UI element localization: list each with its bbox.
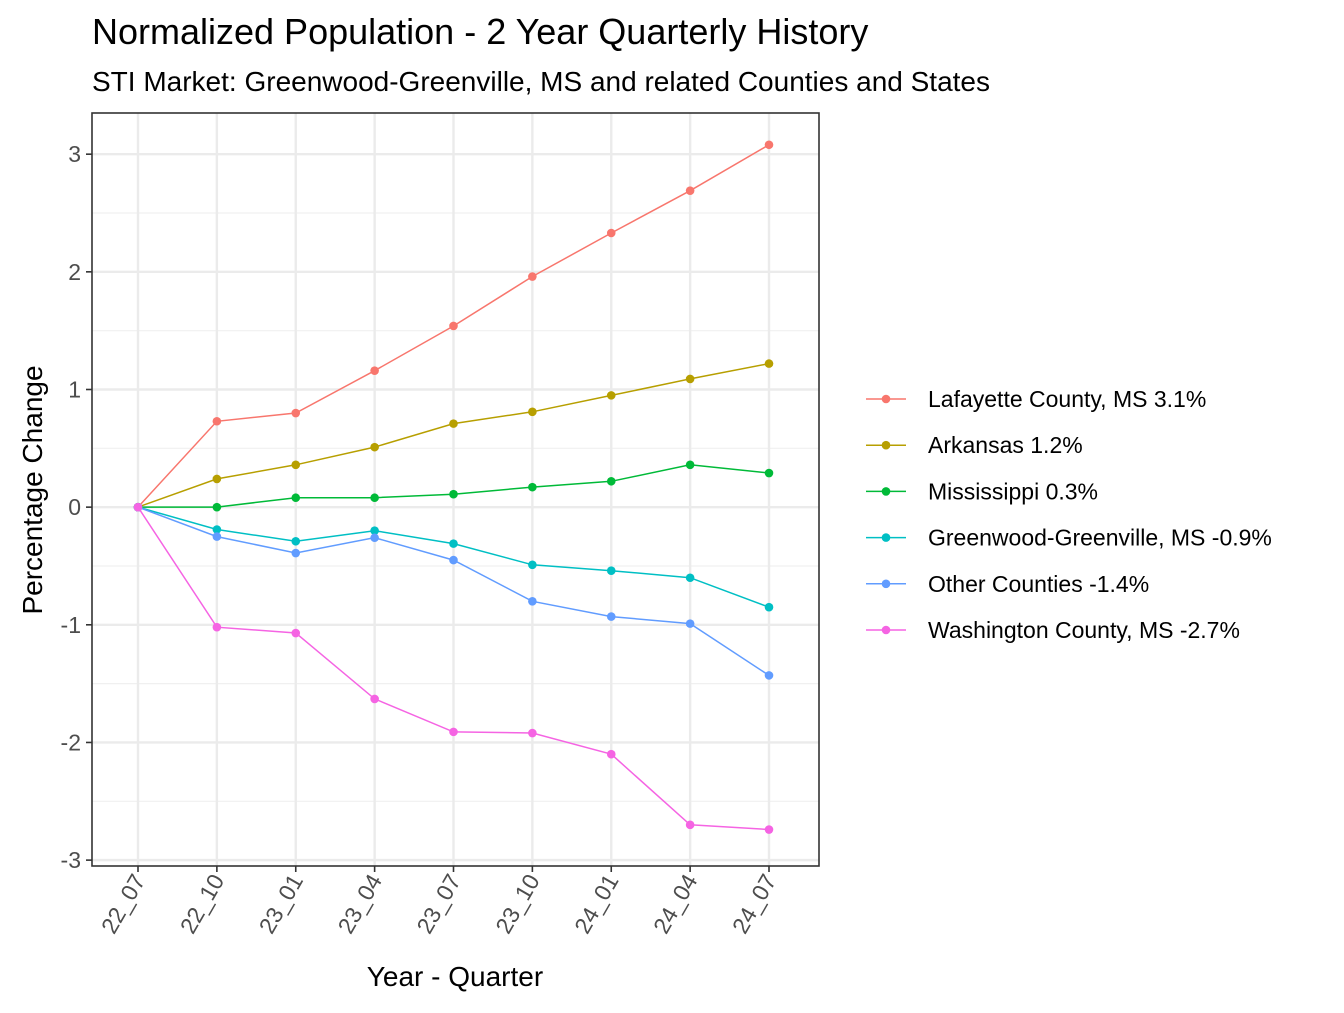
data-point <box>528 407 537 417</box>
data-point <box>764 825 774 834</box>
data-point <box>212 622 222 632</box>
x-tick-label: 24_01 <box>569 870 624 938</box>
data-point <box>291 536 301 546</box>
x-tick-label: 23_07 <box>411 870 466 938</box>
data-point <box>449 555 458 565</box>
legend-label: Mississippi 0.3% <box>928 478 1098 504</box>
data-point <box>606 228 616 238</box>
data-point <box>133 502 143 512</box>
data-point <box>685 460 695 470</box>
data-point <box>212 502 222 512</box>
legend-item: Washington County, MS -2.7% <box>866 617 1240 643</box>
series-layer <box>133 140 774 834</box>
data-point <box>370 533 379 543</box>
data-point <box>449 419 458 428</box>
data-point <box>291 493 301 503</box>
gridlines <box>92 113 819 866</box>
y-tick-label: -3 <box>61 847 81 873</box>
data-point <box>764 359 774 368</box>
data-point <box>370 366 379 375</box>
series-6 <box>133 502 774 834</box>
data-point <box>764 468 774 478</box>
legend-key-point <box>881 579 891 589</box>
x-tick-label: 22_10 <box>175 870 230 938</box>
x-tick-label: 23_01 <box>254 870 309 938</box>
data-point <box>212 416 222 426</box>
data-point <box>685 820 695 830</box>
legend-item: Arkansas 1.2% <box>866 432 1083 458</box>
legend-label: Arkansas 1.2% <box>928 432 1083 458</box>
data-point <box>764 671 774 680</box>
y-tick-label: 3 <box>68 141 81 167</box>
data-point <box>764 602 774 612</box>
chart-title: Normalized Population - 2 Year Quarterly… <box>92 11 868 52</box>
data-point <box>212 474 222 484</box>
data-point <box>370 694 379 704</box>
x-tick-label: 23_04 <box>332 869 387 938</box>
data-point <box>528 728 537 738</box>
data-point <box>528 560 537 570</box>
chart-subtitle: STI Market: Greenwood-Greenville, MS and… <box>92 66 990 97</box>
plot-background <box>92 113 819 866</box>
y-tick-label: 2 <box>68 259 81 285</box>
data-point <box>528 482 537 492</box>
data-point <box>291 628 301 638</box>
legend-label: Greenwood-Greenville, MS -0.9% <box>928 525 1272 551</box>
x-tick-label: 23_10 <box>490 870 545 938</box>
y-axis-title: Percentage Change <box>17 365 48 614</box>
plot-frame <box>91 112 820 867</box>
legend-label: Lafayette County, MS 3.1% <box>928 386 1206 412</box>
legend: Lafayette County, MS 3.1% Arkansas 1.2% Mi… <box>866 386 1272 643</box>
legend-item: Mississippi 0.3% <box>866 478 1098 504</box>
data-point <box>528 596 537 606</box>
legend-item: Lafayette County, MS 3.1% <box>866 386 1206 412</box>
data-point <box>291 460 301 470</box>
data-point <box>685 186 695 195</box>
data-point <box>528 272 537 281</box>
y-tick-label: 0 <box>68 494 81 520</box>
data-point <box>370 442 379 452</box>
data-point <box>212 525 222 534</box>
data-point <box>764 140 774 150</box>
data-point <box>606 749 616 759</box>
data-point <box>685 619 695 628</box>
y-tick-label: 1 <box>68 376 81 402</box>
data-point <box>370 493 379 503</box>
data-point <box>685 573 695 583</box>
data-point <box>606 612 616 621</box>
data-point <box>606 566 616 575</box>
data-point <box>291 548 301 558</box>
data-point <box>449 539 458 548</box>
panel-border <box>91 112 820 867</box>
x-tick-label: 24_07 <box>727 870 782 938</box>
legend-key-point <box>881 533 891 542</box>
y-tick-label: -1 <box>61 612 81 638</box>
legend-item: Greenwood-Greenville, MS -0.9% <box>866 525 1272 551</box>
data-point <box>449 489 458 499</box>
data-point <box>370 526 379 535</box>
data-point <box>212 532 222 541</box>
legend-label: Other Counties -1.4% <box>928 571 1149 597</box>
data-point <box>606 476 616 486</box>
legend-label: Washington County, MS -2.7% <box>928 617 1240 643</box>
legend-key-point <box>881 625 891 635</box>
y-tick-label: -2 <box>61 729 81 755</box>
x-tick-label: 22_07 <box>96 870 151 938</box>
data-point <box>685 374 695 384</box>
plot-area <box>92 113 819 866</box>
legend-key-point <box>881 440 891 450</box>
data-point <box>606 391 616 400</box>
legend-key-point <box>881 394 891 404</box>
legend-item: Other Counties -1.4% <box>866 571 1149 597</box>
data-point <box>449 727 458 737</box>
series-2 <box>133 359 774 512</box>
x-tick-label: 24_04 <box>648 869 703 938</box>
data-point <box>291 408 301 418</box>
x-axis-title: Year - Quarter <box>367 961 543 992</box>
data-point <box>449 321 458 331</box>
legend-key-point <box>881 487 891 496</box>
